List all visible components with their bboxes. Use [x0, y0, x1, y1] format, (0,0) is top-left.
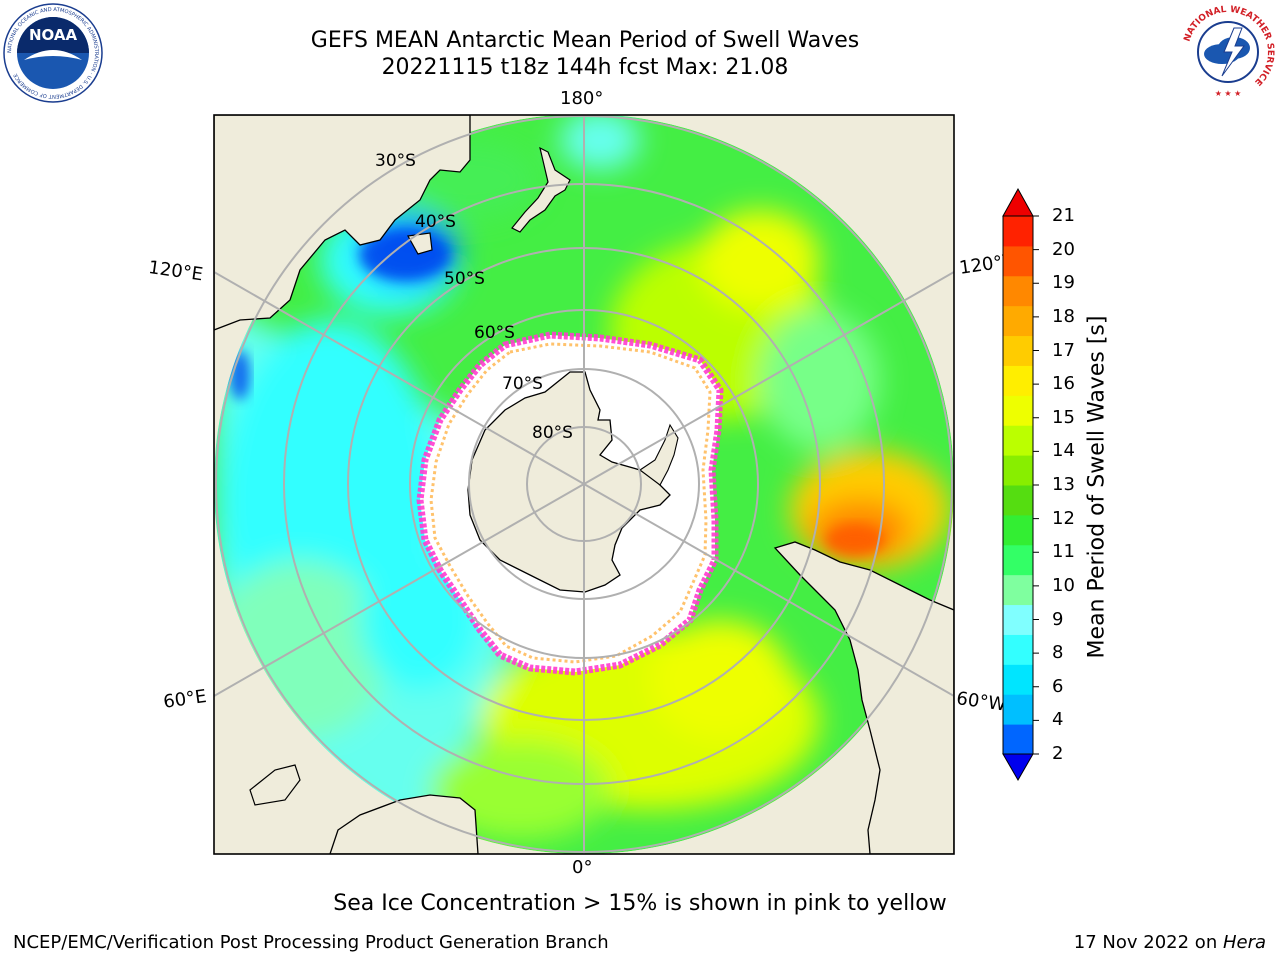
- colorbar-segment: [1003, 216, 1033, 247]
- colorbar-tick-label: 10: [1052, 574, 1075, 596]
- lat-label-80s: 80°S: [532, 423, 573, 443]
- chart-title: GEFS MEAN Antarctic Mean Period of Swell…: [310, 28, 860, 53]
- colorbar-tick-label: 21: [1052, 205, 1075, 226]
- colorbar-segment: [1003, 485, 1033, 516]
- colorbar-label: Mean Period of Swell Waves [s]: [1084, 315, 1110, 659]
- colorbar-segment: [1003, 245, 1033, 277]
- lat-label-40s: 40°S: [415, 212, 456, 232]
- footer-host: Hera: [1222, 932, 1266, 953]
- lat-label-30s: 30°S: [375, 151, 416, 171]
- footer-date: 17 Nov 2022 on: [1073, 932, 1223, 953]
- colorbar-segment: [1003, 694, 1033, 725]
- colorbar-segment: [1003, 724, 1033, 755]
- lat-label-50s: 50°S: [444, 269, 485, 289]
- lon-label-0: 0°: [572, 857, 593, 878]
- colorbar-segment: [1003, 395, 1033, 426]
- colorbar: [1002, 187, 1039, 782]
- colorbar-segment: [1003, 275, 1033, 307]
- footer-date-host: 17 Nov 2022 on Hera: [1074, 932, 1266, 953]
- colorbar-segment: [1003, 634, 1033, 665]
- footer-branch: NCEP/EMC/Verification Post Processing Pr…: [13, 932, 609, 953]
- colorbar-segment: [1003, 664, 1033, 695]
- colorbar-tick-label: 14: [1052, 440, 1075, 462]
- chart-subtitle: 20221115 t18z 144h fcst Max: 21.08: [381, 55, 789, 80]
- colorbar-segment: [1003, 455, 1033, 486]
- madagascar-land: [249, 764, 301, 806]
- colorbar-segment: [1003, 305, 1033, 337]
- africa-land: [329, 794, 479, 854]
- colorbar-tick-label: 15: [1052, 406, 1075, 428]
- sea-ice-edge: [416, 331, 724, 676]
- lat-label-60s: 60°S: [474, 323, 515, 343]
- lon-label-180: 180°: [560, 88, 604, 109]
- colorbar-tick-label: 6: [1052, 675, 1064, 697]
- colorbar-segment: [1003, 425, 1033, 456]
- australia-land: [214, 115, 471, 331]
- map-frame: [213, 114, 955, 855]
- colorbar-segment: [1003, 365, 1033, 396]
- noaa-logo-text: NOAA: [29, 26, 78, 44]
- antarctic-peninsula: [639, 423, 679, 486]
- colorbar-tick-label: 8: [1052, 642, 1064, 664]
- tasmania-land: [407, 232, 433, 255]
- colorbar-segment: [1003, 335, 1033, 366]
- colorbar-segment: [1003, 574, 1033, 606]
- colorbar-tick-label: 11: [1052, 541, 1075, 563]
- longitude-gridlines: [214, 115, 954, 854]
- colorbar-tick-label: 12: [1052, 507, 1075, 529]
- colorbar-tick-label: 13: [1052, 474, 1075, 495]
- colorbar-tick-label: 18: [1052, 305, 1075, 327]
- sea-ice-caption: Sea Ice Concentration > 15% is shown in …: [333, 891, 947, 916]
- colorbar-segment: [1003, 514, 1033, 546]
- colorbar-tick-label: 17: [1052, 339, 1075, 361]
- colorbar-tick-label: 19: [1052, 272, 1075, 294]
- colorbar-tick-label: 4: [1052, 709, 1064, 731]
- colorbar-tick-label: 16: [1052, 373, 1075, 395]
- colorbar-segment: [1003, 604, 1033, 635]
- nws-logo: NATIONAL WEATHER SERVICE ★ ★ ★: [1180, 4, 1276, 100]
- new-zealand-land: [511, 146, 571, 233]
- colorbar-tick-label: 9: [1052, 608, 1064, 630]
- svg-text:★ ★ ★: ★ ★ ★: [1215, 89, 1242, 98]
- south-america-land: [773, 541, 954, 854]
- lat-label-70s: 70°S: [502, 374, 543, 394]
- colorbar-segment: [1003, 544, 1033, 576]
- colorbar-tick-label: 20: [1052, 238, 1075, 260]
- noaa-logo: NATIONAL OCEANIC AND ATMOSPHERIC ADMINIS…: [3, 3, 103, 103]
- colorbar-tick-label: 2: [1052, 743, 1064, 764]
